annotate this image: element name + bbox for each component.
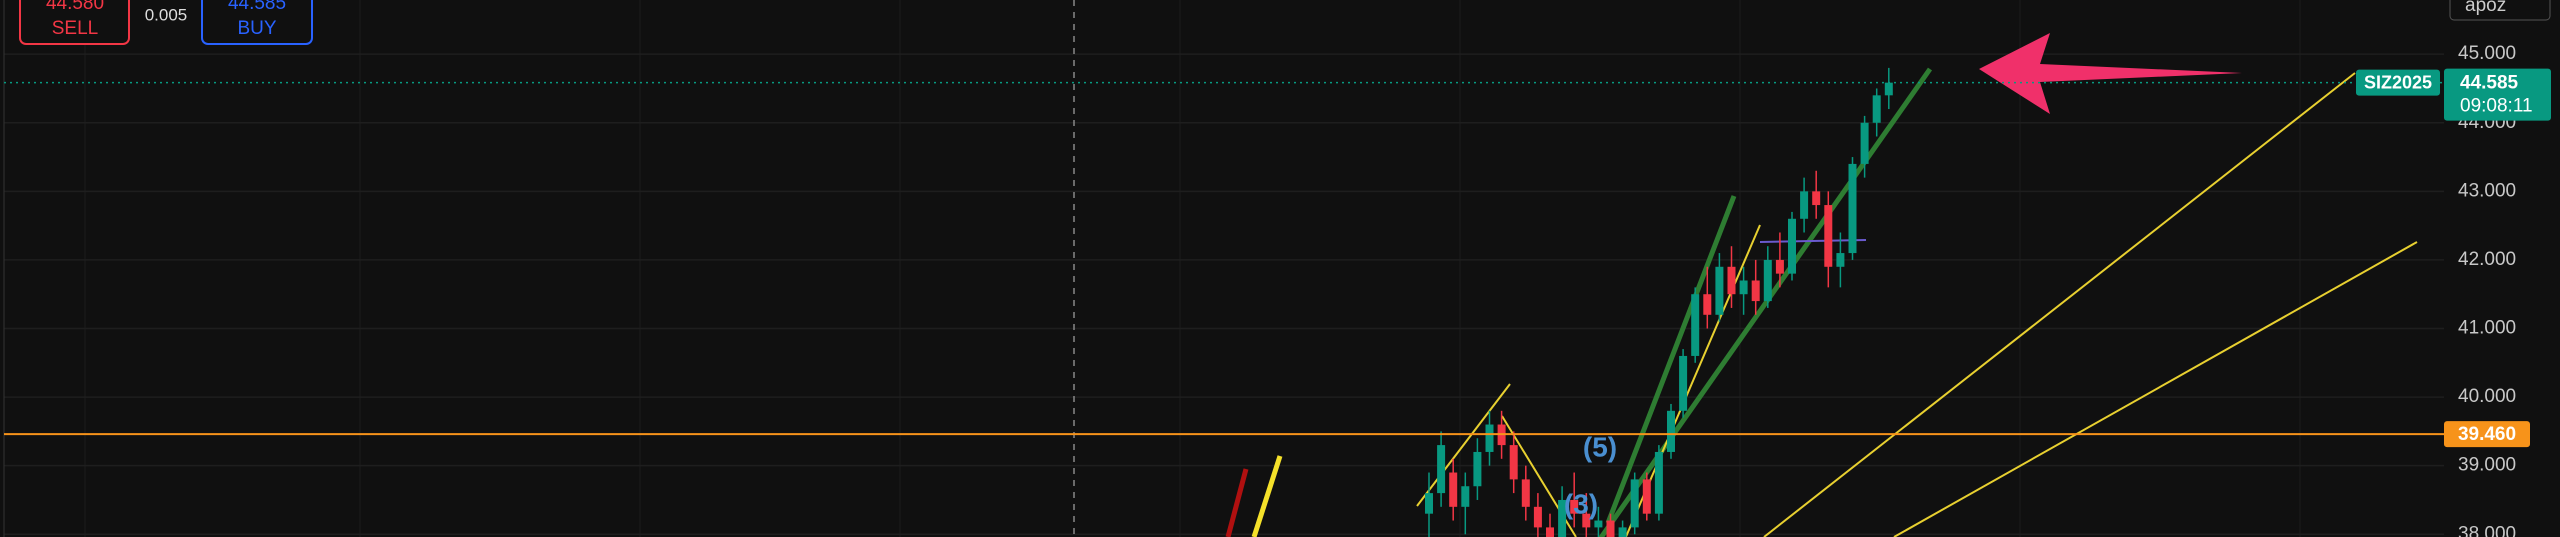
range-line xyxy=(1759,239,1867,243)
candle-body xyxy=(1872,95,1881,123)
candle-body xyxy=(1788,218,1796,274)
trend-line xyxy=(1251,455,1283,537)
candle-body xyxy=(1800,191,1809,219)
candle-body xyxy=(1824,205,1833,267)
candle-body xyxy=(1642,479,1651,514)
price-axis: 38.00039.00040.00041.00042.00043.00044.0… xyxy=(3,0,2551,537)
candle-body xyxy=(1860,122,1869,164)
dropdown-text: apoz xyxy=(2465,0,2506,16)
trend-line xyxy=(1605,195,1737,524)
buy-label: BUY xyxy=(237,18,276,39)
buy-price: 44.585 xyxy=(228,0,286,14)
candle-body xyxy=(1594,520,1603,528)
candle-body xyxy=(1727,266,1736,295)
price-line-label: 39.460 xyxy=(2458,424,2516,445)
sell-button[interactable] xyxy=(19,0,130,45)
candle-body xyxy=(1606,520,1615,537)
candle-body xyxy=(1812,191,1821,206)
candles: (5) (3) xyxy=(1425,67,1893,537)
symbol-label-bg xyxy=(2356,69,2440,96)
y-tick-label: 40.000 xyxy=(2458,386,2516,407)
trend-line xyxy=(1225,468,1249,537)
y-tick-label: 42.000 xyxy=(2458,249,2516,270)
candle-body xyxy=(1485,424,1494,452)
candle-body xyxy=(1582,513,1591,528)
candle-body xyxy=(1667,410,1675,452)
y-tick-label: 39.000 xyxy=(2458,455,2516,476)
candle-body xyxy=(1630,479,1639,528)
candle-body xyxy=(1775,259,1784,274)
candle-body xyxy=(1546,527,1554,537)
arrow xyxy=(1979,33,2242,114)
price-line-label-bg xyxy=(2444,421,2530,448)
grid xyxy=(4,0,2444,537)
candle-body xyxy=(1691,294,1700,356)
last-price-label: 44.585 xyxy=(2460,73,2519,94)
y-tick-label: 38.000 xyxy=(2458,523,2516,537)
candle-body xyxy=(1558,499,1567,537)
candle-body xyxy=(1848,163,1857,254)
wave-label: (3) xyxy=(1564,488,1598,519)
symbol-label: SIZ2025 xyxy=(2364,72,2432,92)
candle-body xyxy=(1461,486,1470,507)
candle-body xyxy=(1509,445,1518,480)
trend-line xyxy=(1763,72,2356,537)
candle-body xyxy=(1763,259,1772,302)
countdown: 09:08:11 xyxy=(2460,96,2533,117)
candle-body xyxy=(1473,451,1482,487)
candle-body xyxy=(1836,253,1845,267)
candle-body xyxy=(1425,493,1433,514)
spread: 0.005 xyxy=(145,5,188,24)
trend-line xyxy=(1416,383,1511,507)
trend-line xyxy=(1893,241,2418,537)
candle-body xyxy=(1739,280,1748,295)
candle-body xyxy=(1521,479,1530,507)
y-tick-label: 43.000 xyxy=(2458,180,2516,201)
candle-body xyxy=(1703,294,1712,315)
candle-body xyxy=(1618,527,1627,537)
wave-label: (5) xyxy=(1583,431,1617,462)
sell-label: SELL xyxy=(52,18,98,39)
toolbar: 44.580 SELL 0.005 44.585 BUY apoz xyxy=(19,0,2551,45)
y-tick-label: 41.000 xyxy=(2458,318,2516,339)
buy-button[interactable] xyxy=(201,0,313,45)
candle-body xyxy=(1449,472,1458,507)
candle-body xyxy=(1679,355,1688,411)
candle-body xyxy=(1654,451,1663,514)
candle-body xyxy=(1570,499,1579,514)
y-tick-label: 45.000 xyxy=(2458,43,2516,64)
sell-price: 44.580 xyxy=(46,0,104,14)
candle-body xyxy=(1884,82,1893,96)
candle-body xyxy=(1437,445,1446,494)
candle-body xyxy=(1751,280,1760,302)
candle-body xyxy=(1715,266,1724,315)
dropdown[interactable] xyxy=(2449,0,2551,21)
last-price-bg xyxy=(2444,68,2551,121)
candle-body xyxy=(1533,506,1542,528)
